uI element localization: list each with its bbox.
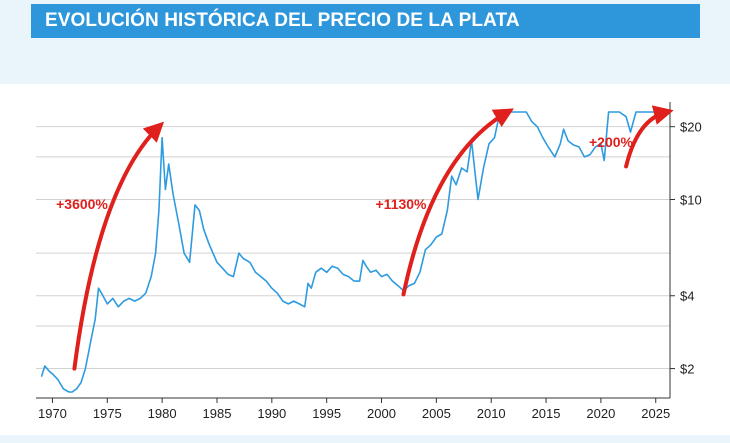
grid-lines xyxy=(36,126,670,370)
bottom-rule xyxy=(0,435,730,443)
growth-arrow xyxy=(624,105,674,169)
chart-title: EVOLUCIÓN HISTÓRICA DEL PRECIO DE LA PLA… xyxy=(45,10,520,31)
x-tick-label: 1980 xyxy=(148,406,177,421)
x-tick-label: 1990 xyxy=(257,406,286,421)
price-line xyxy=(40,111,667,393)
x-tick-label: 2015 xyxy=(532,406,561,421)
x-tick-label: 1985 xyxy=(203,406,232,421)
x-tick-label: 1995 xyxy=(312,406,341,421)
y-tick-label: $2 xyxy=(680,362,694,377)
growth-arrow xyxy=(72,121,165,371)
y-tick-label: $10 xyxy=(680,192,702,207)
x-tick-label: 2010 xyxy=(477,406,506,421)
x-tick-label: 1975 xyxy=(93,406,122,421)
x-tick-label: 2020 xyxy=(586,406,615,421)
growth-label: +200% xyxy=(589,134,634,150)
y-tick-label: $20 xyxy=(680,120,702,135)
growth-label: +3600% xyxy=(56,196,108,212)
growth-arrow xyxy=(401,108,514,297)
x-tick-label: 2005 xyxy=(422,406,451,421)
series-layer xyxy=(40,111,667,393)
title-bar: EVOLUCIÓN HISTÓRICA DEL PRECIO DE LA PLA… xyxy=(31,4,700,38)
y-tick-label: $4 xyxy=(680,289,694,304)
annotations: +3600% +1130% +200% xyxy=(56,105,674,371)
y-axis: $2 $4 $10 $20 xyxy=(669,102,702,398)
x-tick-label: 2025 xyxy=(641,406,670,421)
x-axis: 1970 1975 1980 1985 1990 1995 2000 2005 2010 2015… xyxy=(36,397,670,421)
x-tick-label: 1970 xyxy=(38,406,67,421)
growth-label: +1130% xyxy=(376,196,428,212)
x-tick-label: 2000 xyxy=(367,406,396,421)
